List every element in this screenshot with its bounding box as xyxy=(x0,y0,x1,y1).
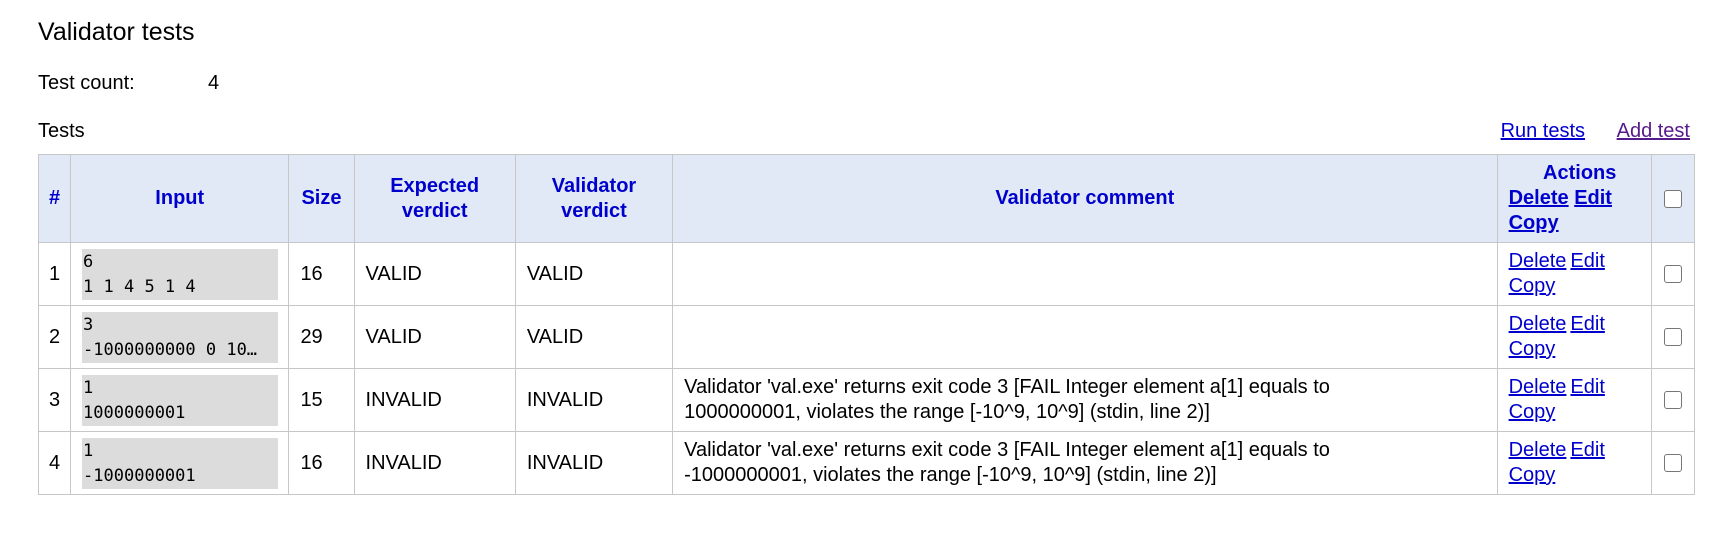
column-header-num: # xyxy=(37,154,72,243)
row-num: 3 xyxy=(37,368,72,432)
test-count-row: Test count: 4 xyxy=(38,70,219,96)
delete-link[interactable]: Delete xyxy=(1508,313,1567,335)
column-header-validator-verdict: Validator verdict xyxy=(514,154,674,243)
row-expected-verdict: INVALID xyxy=(353,368,516,432)
row-select xyxy=(1650,305,1696,369)
copy-link[interactable]: Copy xyxy=(1508,338,1556,360)
run-tests-link[interactable]: Run tests xyxy=(1500,120,1586,142)
table-header-row: # Input Size Expected verdict Validator … xyxy=(37,154,1696,243)
input-line1: 1 xyxy=(83,440,94,461)
validator-verdict-line2: verdict xyxy=(561,199,627,222)
row-input: 1 -1000000001 xyxy=(70,431,290,495)
input-preview: 1 1000000001 xyxy=(82,374,279,426)
row-expected-verdict: VALID xyxy=(353,242,516,306)
row-size: 15 xyxy=(288,368,355,432)
row-actions: Delete Edit Copy xyxy=(1496,305,1652,369)
copy-link[interactable]: Copy xyxy=(1508,401,1556,423)
add-test-link[interactable]: Add test xyxy=(1616,120,1690,142)
table-row: 3 1 1000000001 15 INVALID INVALID Valida… xyxy=(37,368,1696,432)
page-title: Validator tests xyxy=(38,18,195,46)
column-header-validator-comment: Validator comment xyxy=(672,154,1498,243)
tests-header-row: Tests Run tests Add test xyxy=(38,118,1694,146)
row-input: 3 -1000000000 0 10… xyxy=(70,305,290,369)
comment-line2: 1000000001, violates the range [-10^9, 1… xyxy=(684,401,1210,423)
row-expected-verdict: VALID xyxy=(353,305,516,369)
select-all-checkbox[interactable] xyxy=(1663,189,1682,208)
test-count-value: 4 xyxy=(208,72,220,94)
row-validator-comment: Validator 'val.exe' returns exit code 3 … xyxy=(672,431,1498,495)
row-num: 4 xyxy=(37,431,72,495)
edit-link[interactable]: Edit xyxy=(1570,376,1605,398)
expected-verdict-line1: Expected xyxy=(390,174,480,197)
input-line2: -1000000000 0 10… xyxy=(83,339,258,360)
column-header-expected-verdict: Expected verdict xyxy=(353,154,516,243)
row-num: 1 xyxy=(37,242,72,306)
table-row: 4 1 -1000000001 16 INVALID INVALID Valid… xyxy=(37,431,1696,495)
tests-table: # Input Size Expected verdict Validator … xyxy=(37,154,1696,495)
row-validator-verdict: VALID xyxy=(514,305,674,369)
row-size: 29 xyxy=(288,305,355,369)
delete-link[interactable]: Delete xyxy=(1508,439,1567,461)
edit-link[interactable]: Edit xyxy=(1570,439,1605,461)
input-preview: 1 -1000000001 xyxy=(82,437,279,489)
row-actions: Delete Edit Copy xyxy=(1496,368,1652,432)
delete-link[interactable]: Delete xyxy=(1508,376,1567,398)
top-links: Run tests Add test xyxy=(1475,118,1690,144)
row-select xyxy=(1650,431,1696,495)
row-select xyxy=(1650,368,1696,432)
edit-link[interactable]: Edit xyxy=(1570,250,1605,272)
edit-link[interactable]: Edit xyxy=(1570,313,1605,335)
row-input: 1 1000000001 xyxy=(70,368,290,432)
row-num: 2 xyxy=(37,305,72,369)
row-actions: Delete Edit Copy xyxy=(1496,431,1652,495)
test-count-label: Test count: xyxy=(38,72,135,94)
row-validator-comment: Validator 'val.exe' returns exit code 3 … xyxy=(672,368,1498,432)
edit-all-link[interactable]: Edit xyxy=(1574,187,1612,209)
row-select xyxy=(1650,242,1696,306)
column-header-size: Size xyxy=(288,154,355,243)
delete-all-link[interactable]: Delete xyxy=(1508,187,1569,209)
row-checkbox[interactable] xyxy=(1663,454,1682,472)
row-checkbox[interactable] xyxy=(1663,265,1682,283)
column-header-select xyxy=(1650,154,1696,243)
copy-link[interactable]: Copy xyxy=(1508,464,1556,486)
row-input: 6 1 1 4 5 1 4 xyxy=(70,242,290,306)
table-row: 1 6 1 1 4 5 1 4 16 VALID VALID Delete Edi… xyxy=(37,242,1696,306)
row-validator-verdict: VALID xyxy=(514,242,674,306)
table-row: 2 3 -1000000000 0 10… 29 VALID VALID Del… xyxy=(37,305,1696,369)
delete-link[interactable]: Delete xyxy=(1508,250,1567,272)
comment-line1: Validator 'val.exe' returns exit code 3 … xyxy=(684,439,1330,461)
row-validator-verdict: INVALID xyxy=(514,431,674,495)
input-line2: -1000000001 xyxy=(83,465,196,486)
row-checkbox[interactable] xyxy=(1663,328,1682,346)
copy-link[interactable]: Copy xyxy=(1508,275,1556,297)
row-expected-verdict: INVALID xyxy=(353,431,516,495)
input-preview: 6 1 1 4 5 1 4 xyxy=(82,248,279,300)
row-size: 16 xyxy=(288,242,355,306)
comment-line2: -1000000001, violates the range [-10^9, … xyxy=(684,464,1217,486)
validator-verdict-line1: Validator xyxy=(551,174,637,197)
input-line1: 3 xyxy=(83,314,94,335)
tests-label: Tests xyxy=(38,120,85,142)
row-validator-comment xyxy=(672,305,1498,369)
expected-verdict-line2: verdict xyxy=(401,199,468,222)
copy-all-link[interactable]: Copy xyxy=(1508,212,1559,234)
input-preview: 3 -1000000000 0 10… xyxy=(82,311,279,363)
comment-line1: Validator 'val.exe' returns exit code 3 … xyxy=(684,376,1330,398)
input-line1: 1 xyxy=(83,377,94,398)
input-line2: 1 1 4 5 1 4 xyxy=(83,276,196,297)
row-validator-verdict: INVALID xyxy=(514,368,674,432)
row-validator-comment xyxy=(672,242,1498,306)
row-size: 16 xyxy=(288,431,355,495)
column-header-input: Input xyxy=(70,154,290,243)
row-checkbox[interactable] xyxy=(1663,391,1682,409)
actions-title: Actions xyxy=(1543,162,1617,184)
column-header-actions: Actions Delete Edit Copy xyxy=(1496,154,1652,243)
input-line1: 6 xyxy=(83,251,94,272)
input-line2: 1000000001 xyxy=(83,402,186,423)
row-actions: Delete Edit Copy xyxy=(1496,242,1652,306)
